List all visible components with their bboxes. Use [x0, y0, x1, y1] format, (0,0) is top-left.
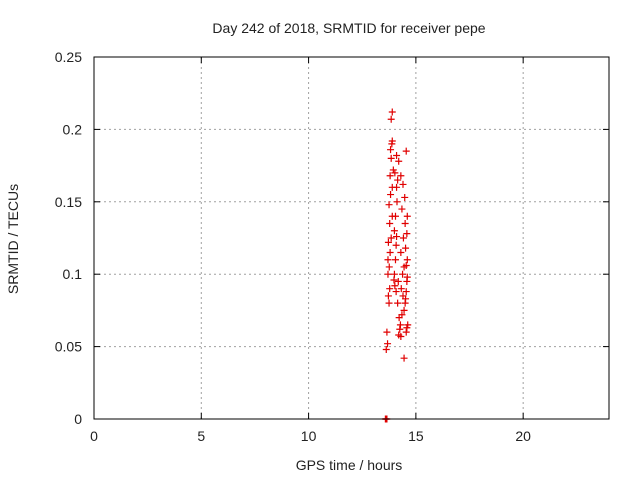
data-point [393, 198, 401, 206]
x-tick-label: 0 [90, 428, 98, 444]
data-point [402, 147, 410, 155]
data-point [401, 193, 409, 201]
data-point [390, 227, 398, 235]
data-point [384, 340, 392, 348]
x-tick-label: 5 [197, 428, 205, 444]
data-point [387, 234, 395, 242]
data-point [388, 108, 396, 116]
data-point [403, 273, 411, 281]
x-tick-label: 15 [408, 428, 424, 444]
y-axis-label: SRMTID / TECUs [5, 184, 21, 294]
data-point [397, 248, 405, 256]
x-tick-label: 10 [301, 428, 317, 444]
data-point [385, 299, 393, 307]
data-point [386, 172, 394, 180]
data-point [393, 151, 401, 159]
data-point [402, 244, 410, 252]
data-point [399, 180, 407, 188]
data-point [398, 205, 406, 213]
y-tick-label: 0.25 [55, 49, 82, 65]
data-point [396, 325, 404, 333]
data-point [400, 354, 408, 362]
data-point [394, 277, 402, 285]
data-point [384, 238, 392, 246]
data-point [391, 282, 399, 290]
data-point [402, 262, 410, 270]
grid-lines [94, 57, 609, 419]
data-point [388, 137, 396, 145]
data-point [395, 157, 403, 165]
data-point [390, 270, 398, 278]
data-point [399, 270, 407, 278]
data-point [386, 248, 394, 256]
data-point [394, 299, 402, 307]
data-point [396, 321, 404, 329]
data-point [399, 234, 407, 242]
y-tick-labels: 0 0.05 0.1 0.15 0.2 0.25 [55, 49, 82, 427]
data-point [402, 328, 410, 336]
data-point [401, 220, 409, 228]
data-point [403, 256, 411, 264]
data-point [397, 172, 405, 180]
data-point [384, 292, 392, 300]
axis-ticks [93, 56, 609, 420]
data-point [391, 212, 399, 220]
data-point [393, 183, 401, 191]
data-point [382, 345, 390, 353]
x-axis-label: GPS time / hours [296, 457, 403, 473]
data-point [397, 332, 405, 340]
plot-frame [93, 56, 610, 420]
data-point [392, 288, 400, 296]
data-point [387, 115, 395, 123]
x-tick-labels: 0 5 10 15 20 [90, 428, 531, 444]
data-point [387, 154, 395, 162]
data-points [381, 108, 412, 423]
y-tick-label: 0.05 [55, 339, 82, 355]
data-point [391, 256, 399, 264]
data-point [383, 328, 391, 336]
data-point [385, 201, 393, 209]
data-point [393, 233, 401, 241]
data-point [403, 212, 411, 220]
y-tick-label: 0.2 [63, 121, 83, 137]
data-point [384, 270, 392, 278]
y-tick-label: 0.15 [55, 194, 82, 210]
data-point [398, 311, 406, 319]
data-point [403, 230, 411, 238]
data-point [402, 288, 410, 296]
data-point [385, 263, 393, 271]
data-point [397, 285, 405, 293]
data-point [387, 191, 395, 199]
data-point [387, 146, 395, 154]
data-point [402, 295, 410, 303]
data-point [400, 306, 408, 314]
x-tick-label: 20 [515, 428, 531, 444]
data-point [386, 285, 394, 293]
data-point [386, 220, 394, 228]
y-tick-label: 0.1 [63, 266, 83, 282]
data-point [394, 176, 402, 184]
chart-title: Day 242 of 2018, SRMTID for receiver pep… [212, 20, 485, 36]
data-point [392, 241, 400, 249]
y-tick-label: 0 [74, 411, 82, 427]
data-point [404, 321, 412, 329]
data-point [384, 256, 392, 264]
data-point [391, 169, 399, 177]
